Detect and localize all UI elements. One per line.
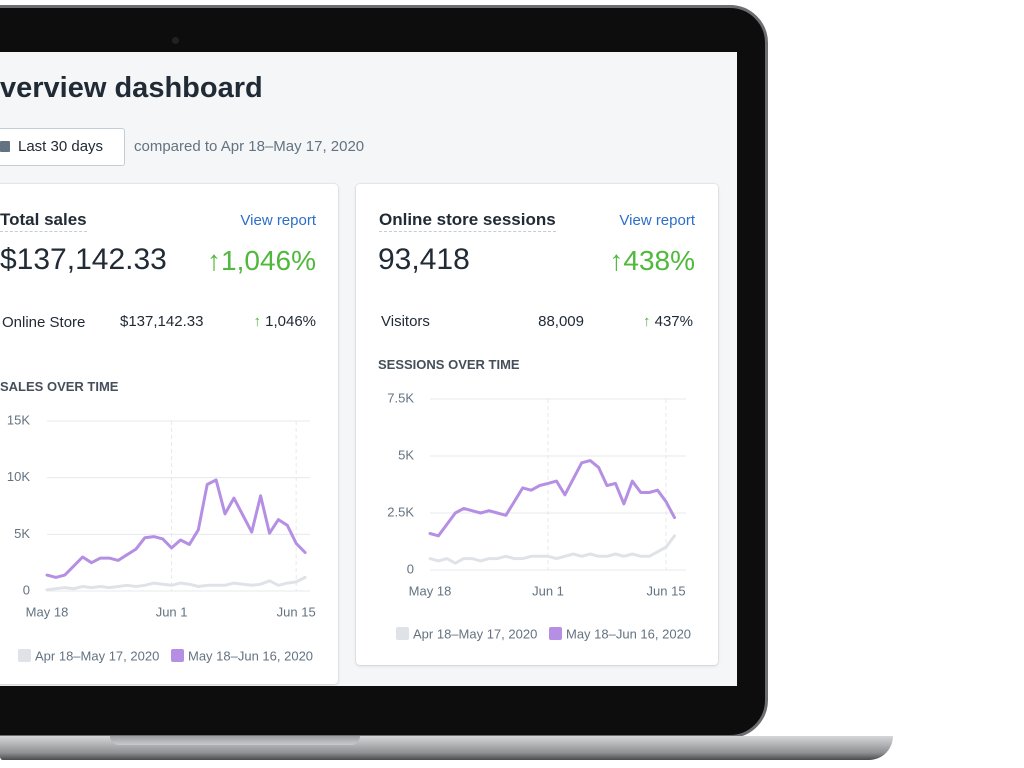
card xyxy=(0,184,338,684)
x-tick-label: May 18 xyxy=(409,583,452,598)
charts: 0 5K 10K 15K May 18 Jun 1 Jun 15 Apr 18–May 17,… xyxy=(7,390,691,663)
y-tick-label: 10K xyxy=(7,469,30,484)
y-tick-label: 5K xyxy=(398,447,414,462)
y-tick-label: 15K xyxy=(7,412,30,427)
breakdown-change-value: 437% xyxy=(654,313,693,330)
screen: verview dashboard Last 30 days compared … xyxy=(0,52,737,686)
legend-swatch xyxy=(549,627,562,640)
legend-swatch xyxy=(396,627,409,640)
series-line xyxy=(428,459,676,538)
series-line xyxy=(428,534,676,565)
x-tick-label: May 18 xyxy=(26,604,69,619)
y-tick-label: 7.5K xyxy=(387,390,414,405)
laptop-notch xyxy=(110,736,360,745)
comparison: compared to Apr 18–May 17, 2020 xyxy=(134,138,365,155)
y-tick-label: 5K xyxy=(14,526,30,541)
chart-title: SESSIONS OVER TIME xyxy=(378,357,520,372)
change: ↑438% xyxy=(609,245,695,276)
y-tick-label: 0 xyxy=(23,582,30,597)
breakdown-change: ↑ 437% xyxy=(642,313,693,330)
view-report[interactable]: View report xyxy=(240,212,316,229)
legend-label: Apr 18–May 17, 2020 xyxy=(413,626,537,641)
date-label[interactable]: Last 30 days xyxy=(18,138,104,155)
card-title: Online store sessions xyxy=(379,210,556,232)
breakdown-name: Online Store xyxy=(2,314,86,331)
total: 93,418 xyxy=(378,243,470,276)
legend-swatch xyxy=(18,649,31,662)
breakdown-value: 88,009 xyxy=(538,313,584,330)
breakdown-change-value: 1,046% xyxy=(265,313,316,330)
date-button[interactable] xyxy=(0,128,125,166)
view-report[interactable]: View report xyxy=(619,212,695,229)
page-title: verview dashboard xyxy=(0,72,263,104)
change-value: 1,046% xyxy=(221,245,316,276)
chart-title: SALES OVER TIME xyxy=(0,379,119,394)
legend-label: Apr 18–May 17, 2020 xyxy=(35,648,159,663)
total: $137,142.33 xyxy=(0,243,167,276)
y-tick-label: 0 xyxy=(407,561,414,576)
series-line xyxy=(45,478,307,579)
change-value: 438% xyxy=(623,245,695,276)
change: ↑1,046% xyxy=(207,245,316,276)
x-tick-label: Jun 15 xyxy=(647,583,686,598)
breakdown-name: Visitors xyxy=(381,313,430,330)
x-tick-label: Jun 15 xyxy=(277,604,316,619)
x-tick-label: Jun 1 xyxy=(156,604,188,619)
legend-label: May 18–Jun 16, 2020 xyxy=(566,626,691,641)
series-line xyxy=(45,575,307,592)
legend-swatch xyxy=(171,649,184,662)
breakdown-change: ↑ 1,046% xyxy=(253,313,316,330)
y-tick-label: 2.5K xyxy=(387,504,414,519)
x-tick-label: Jun 1 xyxy=(532,583,564,598)
calendar-icon xyxy=(0,141,10,152)
card-title: Total sales xyxy=(0,210,87,232)
breakdown-value: $137,142.33 xyxy=(120,313,204,330)
camera xyxy=(172,37,179,44)
card xyxy=(356,184,718,665)
legend-label: May 18–Jun 16, 2020 xyxy=(188,648,313,663)
